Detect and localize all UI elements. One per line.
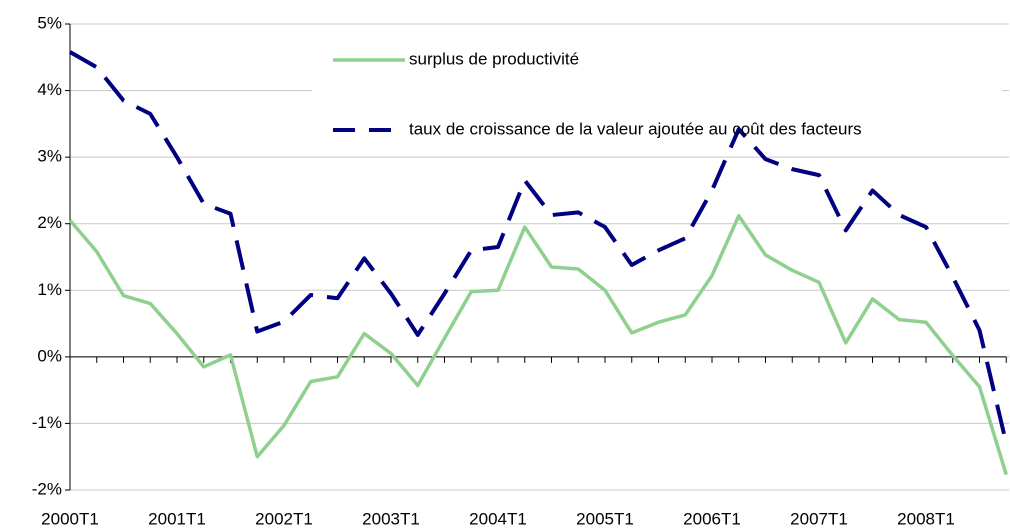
y-tick-label: 3% <box>37 147 62 166</box>
y-tick-label: -1% <box>32 413 62 432</box>
series-line <box>68 213 1008 476</box>
y-tick-label: 1% <box>37 280 62 299</box>
x-tick-label: 2003T1 <box>362 509 420 528</box>
x-tick-label: 2002T1 <box>255 509 313 528</box>
series-line <box>69 50 1009 444</box>
x-tick-label: 2000T1 <box>41 509 99 528</box>
y-tick-label: 0% <box>37 346 62 365</box>
legend-label: surplus de productivité <box>409 49 579 68</box>
x-tick-label: 2005T1 <box>576 509 634 528</box>
x-tick-label: 2008T1 <box>897 509 955 528</box>
legend-box <box>312 40 1002 150</box>
x-tick-label: 2001T1 <box>148 509 206 528</box>
y-tick-label: 2% <box>37 213 62 232</box>
y-tick-label: 5% <box>37 13 62 32</box>
x-tick-label: 2006T1 <box>683 509 741 528</box>
x-tick-label: 2004T1 <box>469 509 527 528</box>
legend-label: taux de croissance de la valeur ajoutée … <box>409 119 862 138</box>
y-tick-label: 4% <box>37 80 62 99</box>
x-tick-label: 2007T1 <box>790 509 848 528</box>
y-tick-label: -2% <box>32 479 62 498</box>
